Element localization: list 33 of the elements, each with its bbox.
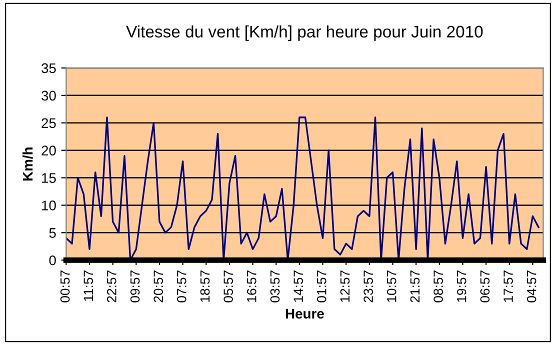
y-tick-label: 5 — [49, 228, 56, 238]
x-tick-label: 04:57 — [526, 270, 536, 302]
y-tick-label: 25 — [42, 118, 56, 128]
x-tick-label: 21:57 — [410, 270, 420, 302]
x-tick-label: 06:57 — [480, 270, 490, 302]
x-tick-label: 08:57 — [434, 270, 443, 302]
y-tick-label: 0 — [49, 255, 56, 266]
x-tick-label: 19:57 — [456, 270, 466, 302]
y-tick-label: 10 — [42, 200, 56, 210]
y-axis-title: Km/h — [22, 148, 33, 180]
y-tick-label: 15 — [42, 173, 56, 183]
x-tick-label: 20:57 — [154, 270, 164, 302]
x-tick-label: 17:57 — [504, 270, 513, 302]
x-axis-title: Heure — [286, 308, 324, 319]
chart-title: Vitesse du vent [Km/h] par heure pour Juin 2010 — [126, 25, 483, 41]
x-tick-label: 00:57 — [60, 270, 70, 302]
y-tick-label: 30 — [42, 90, 56, 101]
line-series — [66, 116, 540, 260]
x-tick-label: 05:57 — [224, 270, 233, 302]
x-tick-label: 16:57 — [246, 270, 256, 302]
x-tick-label: 07:57 — [177, 270, 186, 302]
x-tick-label: 22:57 — [107, 270, 116, 302]
x-tick-label: 03:57 — [270, 270, 280, 302]
x-tick-label: 12:57 — [340, 270, 350, 302]
x-tick-label: 11:57 — [84, 270, 94, 301]
x-tick-label: 09:57 — [130, 270, 140, 302]
y-tick-label: 20 — [42, 146, 56, 156]
x-tick-label: 10:57 — [386, 270, 396, 302]
x-tick-label: 14:57 — [294, 270, 303, 302]
y-tick-label: 35 — [42, 63, 56, 74]
x-tick-label: 01:57 — [316, 270, 326, 302]
x-tick-label: 18:57 — [200, 270, 210, 302]
x-tick-label: 23:57 — [364, 270, 373, 302]
